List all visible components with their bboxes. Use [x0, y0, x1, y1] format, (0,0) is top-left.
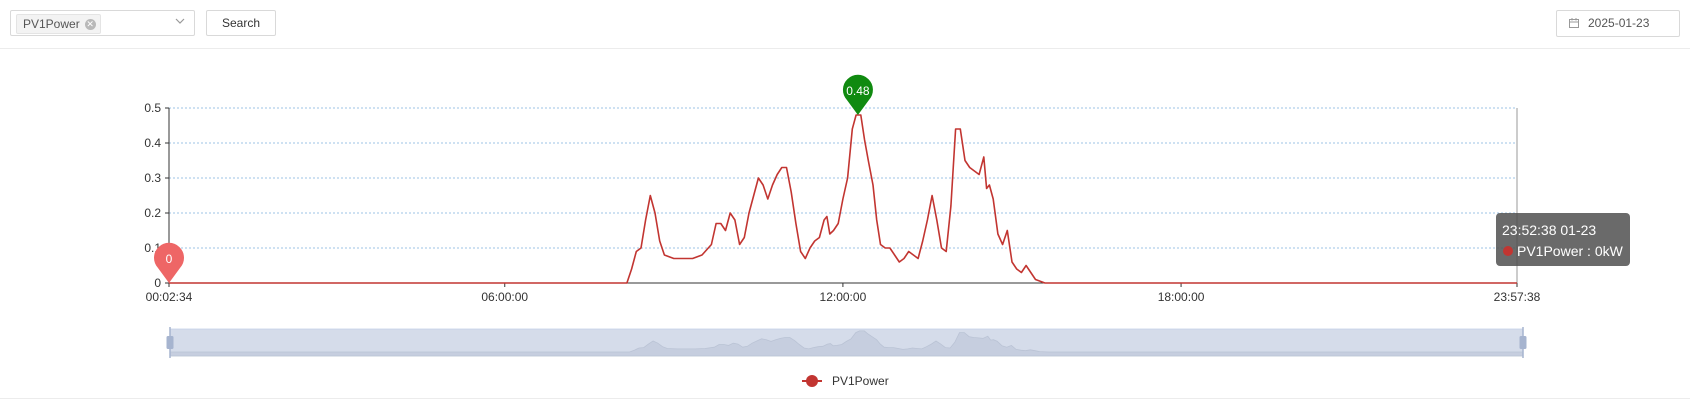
tag-close-icon[interactable]: ✕	[84, 18, 96, 30]
legend-label: PV1Power	[832, 374, 889, 388]
legend-item-pv1power[interactable]: PV1Power	[802, 374, 889, 388]
tooltip-box: 23:52:38 01-23 PV1Power : 0kW	[1496, 213, 1630, 266]
series-layer	[169, 114, 1517, 284]
y-tick-label: 0.3	[144, 171, 161, 185]
legend-symbol	[806, 375, 818, 387]
tooltip: 23:52:38 01-23 PV1Power : 0kW	[1496, 213, 1630, 266]
series-line-pv1power	[169, 114, 1517, 284]
x-tick-label: 00:02:34	[146, 290, 193, 304]
min-marker-label: 0	[166, 252, 173, 266]
date-picker[interactable]: 2025-01-23	[1556, 10, 1680, 37]
tooltip-bg	[1496, 213, 1630, 266]
max-marker-shape	[842, 74, 873, 115]
y-tick-label: 0	[154, 276, 161, 290]
marker-layer: 00.48	[154, 74, 873, 283]
selected-tag-label: PV1Power	[23, 17, 80, 31]
tooltip-symbol	[1503, 246, 1513, 256]
y-tick-label: 0.4	[144, 136, 161, 150]
tooltip-time: 23:52:38 01-23	[1502, 222, 1596, 238]
selected-tag: PV1Power ✕	[16, 14, 101, 34]
max-marker-label: 0.48	[846, 84, 870, 98]
x-tick-label: 23:57:38	[1494, 290, 1541, 304]
toolbar: PV1Power ✕ Search 2025-01-23	[0, 0, 1690, 49]
datazoom-slider	[166, 327, 1527, 358]
search-button[interactable]: Search	[206, 10, 276, 36]
chevron-down-icon[interactable]	[174, 15, 186, 30]
y-tick-label: 0.2	[144, 206, 161, 220]
max-marker: 0.48	[842, 74, 873, 115]
min-marker: 0	[154, 242, 185, 283]
tag-select[interactable]: PV1Power ✕	[10, 10, 195, 36]
x-tick-label: 18:00:00	[1158, 290, 1205, 304]
legend: PV1Power	[802, 374, 889, 388]
divider	[0, 398, 1690, 399]
datazoom-preview	[169, 330, 1524, 357]
datazoom-selection[interactable]	[170, 329, 1523, 356]
y-tick-label: 0.5	[144, 101, 161, 115]
grid-layer	[169, 107, 1517, 249]
date-value: 2025-01-23	[1588, 16, 1650, 30]
calendar-icon	[1569, 18, 1579, 28]
x-tick-label: 06:00:00	[481, 290, 528, 304]
datazoom-handle-left[interactable]	[166, 336, 174, 349]
min-marker-shape	[154, 242, 185, 283]
x-tick-label: 12:00:00	[820, 290, 867, 304]
tooltip-value: PV1Power : 0kW	[1517, 243, 1624, 259]
datazoom-handle-right[interactable]	[1519, 336, 1527, 349]
